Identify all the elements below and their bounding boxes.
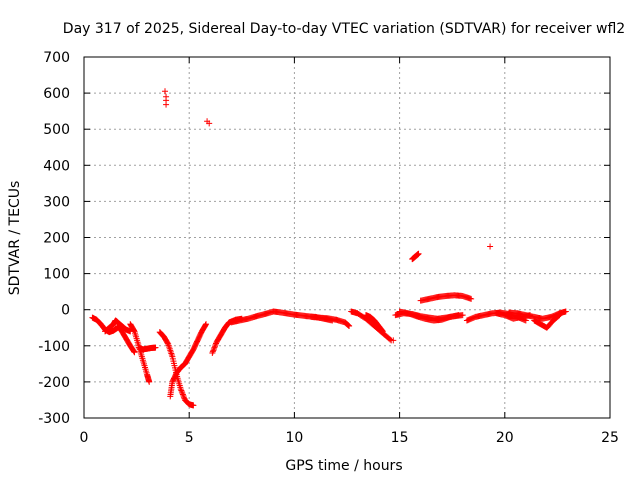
data-point — [177, 386, 184, 393]
data-point — [555, 312, 562, 319]
data-point — [178, 388, 185, 395]
data-point — [556, 312, 563, 319]
data-point — [562, 308, 569, 315]
data-point — [130, 327, 137, 334]
y-tick-label: 300 — [43, 194, 70, 210]
data-point — [167, 348, 174, 355]
x-tick-label: 0 — [80, 430, 89, 446]
y-axis-label: SDTVAR / TECUs — [7, 181, 23, 296]
data-points — [89, 88, 569, 409]
y-tick-label: -300 — [38, 411, 70, 427]
data-point — [387, 336, 394, 343]
x-tick-label: 10 — [285, 430, 303, 446]
data-point — [415, 250, 422, 257]
data-point — [487, 243, 494, 250]
x-axis-label: GPS time / hours — [285, 458, 402, 474]
data-point — [202, 322, 209, 329]
data-point — [180, 392, 187, 399]
data-point — [166, 345, 173, 352]
data-point — [206, 120, 213, 127]
data-point — [209, 350, 216, 357]
y-tick-label: -200 — [38, 375, 70, 391]
data-point — [211, 344, 218, 351]
data-point — [178, 387, 185, 394]
data-point — [203, 321, 210, 328]
x-tick-label: 5 — [185, 430, 194, 446]
data-point — [179, 391, 186, 398]
y-tick-label: 200 — [43, 231, 70, 247]
data-point — [379, 328, 386, 335]
data-point — [379, 327, 386, 334]
data-point — [190, 402, 197, 409]
data-point — [212, 341, 219, 348]
data-point — [455, 312, 462, 319]
y-tick-label: 700 — [43, 50, 70, 66]
data-point — [180, 394, 187, 401]
data-point — [168, 350, 175, 357]
y-tick-label: 100 — [43, 267, 70, 283]
chart-title: Day 317 of 2025, Sidereal Day-to-day VTE… — [63, 21, 625, 37]
y-axis-ticks: -300 -200 -100 0 100 200 300 400 500 600 700 — [38, 50, 610, 427]
data-point — [131, 349, 138, 356]
y-tick-label: 600 — [43, 86, 70, 102]
data-point — [168, 352, 175, 359]
y-tick-label: 400 — [43, 158, 70, 174]
y-tick-label: 500 — [43, 122, 70, 138]
data-point — [152, 344, 159, 351]
x-tick-label: 25 — [601, 430, 619, 446]
data-point — [211, 343, 218, 350]
data-point — [179, 390, 186, 397]
x-tick-label: 15 — [391, 430, 409, 446]
data-point — [468, 295, 475, 302]
data-point — [210, 345, 217, 352]
y-tick-label: -100 — [38, 339, 70, 355]
data-point — [146, 378, 153, 385]
data-point — [162, 88, 169, 95]
grid-lines — [84, 57, 610, 418]
data-point — [210, 347, 217, 354]
y-tick-label: 0 — [61, 303, 70, 319]
data-point — [209, 348, 216, 355]
data-point — [390, 337, 397, 344]
data-point — [378, 327, 385, 334]
plot-frame — [83, 56, 611, 419]
x-axis-ticks: 0 5 10 15 20 25 — [80, 57, 619, 446]
data-point — [130, 348, 137, 355]
x-tick-label: 20 — [496, 430, 514, 446]
data-point — [346, 322, 353, 329]
data-point — [163, 101, 170, 108]
data-point — [167, 347, 174, 354]
